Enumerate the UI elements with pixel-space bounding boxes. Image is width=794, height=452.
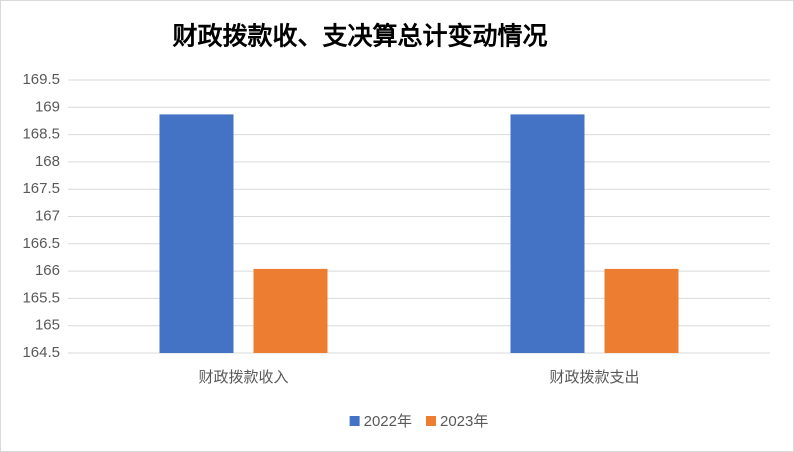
y-tick-label: 164.5 bbox=[22, 344, 60, 361]
legend-swatch bbox=[426, 416, 436, 426]
y-tick-label: 168.5 bbox=[22, 126, 60, 143]
y-tick-label: 169.5 bbox=[22, 71, 60, 88]
y-tick-label: 166.5 bbox=[22, 235, 60, 252]
x-tick-label: 财政拨款收入 bbox=[198, 369, 288, 386]
y-tick-label: 167 bbox=[35, 207, 60, 224]
bar bbox=[604, 268, 679, 353]
y-tick-label: 168 bbox=[35, 153, 60, 170]
y-tick-label: 167.5 bbox=[22, 180, 60, 197]
bar bbox=[159, 114, 234, 353]
chart-title: 财政拨款收、支决算总计变动情况 bbox=[172, 22, 547, 51]
y-tick-label: 166 bbox=[35, 262, 60, 279]
y-tick-label: 169 bbox=[35, 98, 60, 115]
legend-label: 2022年 bbox=[364, 413, 412, 430]
bar bbox=[253, 268, 328, 353]
y-tick-label: 165 bbox=[35, 317, 60, 334]
legend-label: 2023年 bbox=[440, 413, 488, 430]
y-tick-label: 165.5 bbox=[22, 289, 60, 306]
bar bbox=[510, 114, 585, 353]
x-tick-label: 财政拨款支出 bbox=[549, 369, 639, 386]
legend-swatch bbox=[349, 416, 360, 426]
